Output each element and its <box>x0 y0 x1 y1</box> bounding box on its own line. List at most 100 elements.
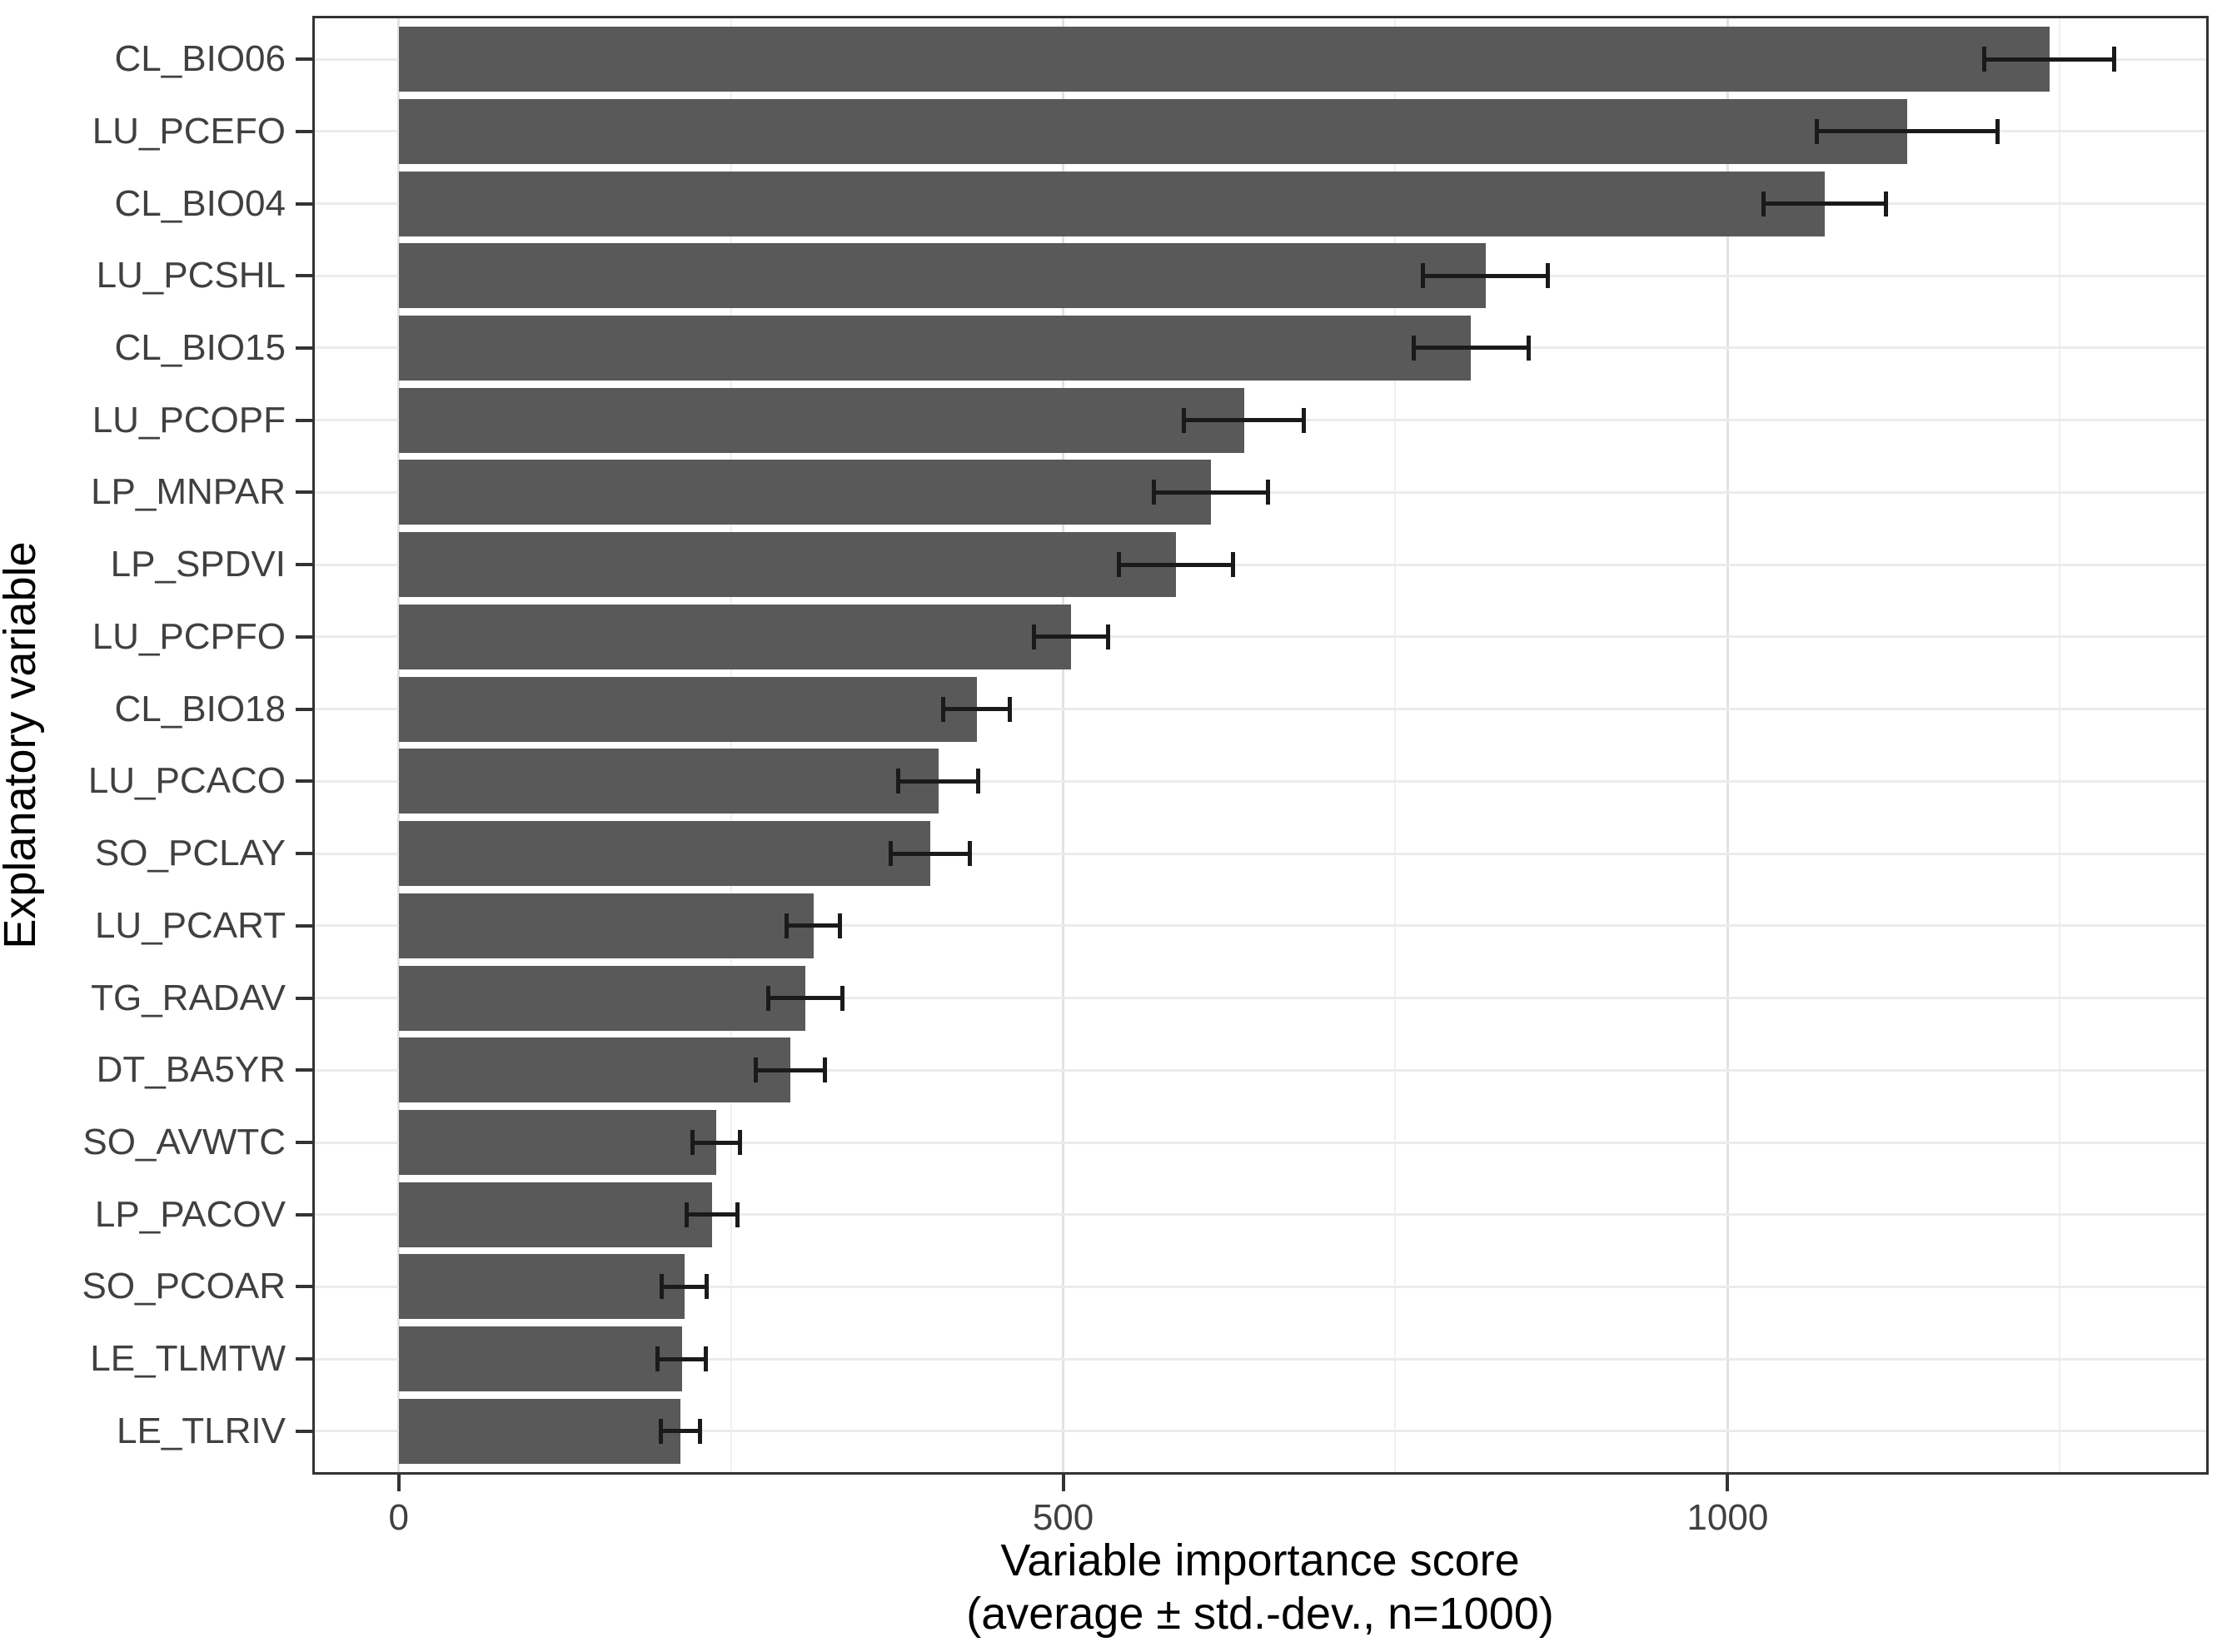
error-bar-LP_SPDVI <box>1118 562 1233 567</box>
y-tick-label: CL_BIO06 <box>114 38 286 80</box>
y-tick-label: LU_PCACO <box>87 760 286 802</box>
x-tick-label: 500 <box>1032 1497 1094 1538</box>
error-bar-LP_PACOV <box>686 1212 738 1217</box>
error-bar-cap-left <box>1151 480 1156 505</box>
y-axis-tick <box>296 346 312 350</box>
y-tick-label: CL_BIO04 <box>114 182 286 224</box>
y-tick-label: SO_PCLAY <box>94 833 286 874</box>
y-axis-tick <box>296 202 312 206</box>
error-bar-cap-left <box>754 1057 759 1083</box>
y-axis-tick <box>296 634 312 639</box>
error-bar-cap-left <box>660 1274 665 1300</box>
bar-LU_PCEFO <box>398 98 1907 164</box>
error-bar-cap-right <box>705 1274 710 1300</box>
row-gridline <box>312 1357 2209 1361</box>
bar-LP_MNPAR <box>398 460 1211 525</box>
error-bar-cap-right <box>698 1418 703 1444</box>
y-tick-label: LU_PCART <box>94 904 286 946</box>
y-axis-tick <box>296 1357 312 1361</box>
y-axis-tick <box>296 274 312 278</box>
y-tick-label: LP_SPDVI <box>110 544 286 585</box>
error-bar-cap-right <box>1883 191 1888 216</box>
bar-TG_RADAV <box>398 965 805 1031</box>
error-bar-CL_BIO04 <box>1763 202 1886 206</box>
error-bar-LU_PCPFO <box>1034 634 1109 639</box>
y-axis-tick <box>296 1068 312 1072</box>
error-bar-SO_AVWTC <box>692 1140 740 1145</box>
x-axis-tick <box>1061 1475 1065 1491</box>
row-gridline <box>312 1068 2209 1072</box>
bar-LU_PCSHL <box>398 243 1486 309</box>
x-axis-title-line1: Variable importance score <box>1000 1535 1520 1585</box>
error-bar-TG_RADAV <box>768 996 843 1001</box>
y-axis-tick <box>296 129 312 133</box>
y-axis-tick <box>296 563 312 567</box>
bar-CL_BIO15 <box>398 315 1472 381</box>
error-bar-LU_PCACO <box>898 779 979 784</box>
error-bar-LU_PCOPF <box>1183 418 1304 423</box>
gridline-minor <box>1394 16 1397 1475</box>
error-bar-cap-right <box>1231 552 1236 578</box>
error-bar-CL_BIO15 <box>1413 346 1529 351</box>
y-axis-tick <box>296 923 312 928</box>
row-gridline <box>312 1141 2209 1144</box>
y-axis-tick <box>296 779 312 784</box>
error-bar-cap-left <box>1814 118 1819 144</box>
error-bar-cap-left <box>765 985 770 1011</box>
error-bar-CL_BIO06 <box>1984 57 2115 62</box>
y-axis-tick <box>296 57 312 62</box>
y-tick-label: CL_BIO15 <box>114 326 286 368</box>
x-axis-title: Variable importance score (average ± std… <box>427 1534 2093 1640</box>
error-bar-cap-right <box>703 1346 708 1372</box>
x-axis-title-line2: (average ± std.-dev., n=1000) <box>966 1589 1554 1639</box>
error-bar-DT_BA5YR <box>755 1067 825 1072</box>
error-bar-LU_PCEFO <box>1816 129 1998 134</box>
gridline-major <box>397 16 401 1475</box>
row-gridline <box>312 1430 2209 1433</box>
error-bar-cap-right <box>1995 118 2000 144</box>
row-gridline <box>312 924 2209 928</box>
bar-LE_TLMTW <box>398 1326 682 1392</box>
y-axis-tick <box>296 418 312 422</box>
error-bar-CL_BIO18 <box>943 707 1010 712</box>
error-bar-cap-left <box>896 769 901 794</box>
error-bar-cap-left <box>655 1346 660 1372</box>
error-bar-cap-right <box>1106 624 1111 649</box>
error-bar-cap-right <box>1008 696 1013 722</box>
error-bar-cap-right <box>1265 480 1270 505</box>
y-axis-tick <box>296 1285 312 1289</box>
error-bar-cap-left <box>690 1130 695 1156</box>
error-bar-cap-left <box>1421 263 1426 289</box>
error-bar-SO_PCOAR <box>661 1284 707 1289</box>
y-axis-tick <box>296 852 312 856</box>
x-tick-label: 0 <box>388 1497 409 1538</box>
y-tick-label: LE_TLRIV <box>117 1410 286 1451</box>
row-gridline <box>312 1285 2209 1288</box>
error-bar-cap-left <box>1761 191 1766 216</box>
row-gridline <box>312 563 2209 566</box>
y-axis-tick <box>296 996 312 1000</box>
error-bar-LU_PCART <box>786 923 840 928</box>
error-bar-LP_MNPAR <box>1153 490 1268 495</box>
y-axis-tick <box>296 1429 312 1433</box>
gridline-major <box>1726 16 1729 1475</box>
bar-DT_BA5YR <box>398 1037 791 1103</box>
bar-LE_TLRIV <box>398 1398 680 1464</box>
y-tick-label: LU_PCEFO <box>92 110 286 152</box>
y-axis-tick <box>296 1212 312 1217</box>
y-tick-label: LU_PCPFO <box>92 615 286 657</box>
y-tick-label: SO_AVWTC <box>82 1122 286 1163</box>
row-gridline <box>312 635 2209 639</box>
error-bar-cap-right <box>975 769 980 794</box>
bar-LU_PCACO <box>398 749 939 814</box>
error-bar-LE_TLMTW <box>657 1356 706 1361</box>
bar-SO_PCOAR <box>398 1254 685 1320</box>
y-axis-tick <box>296 490 312 495</box>
error-bar-cap-left <box>1117 552 1122 578</box>
y-axis-title-text: Explanatory variable <box>0 541 45 949</box>
row-gridline <box>312 708 2209 711</box>
bar-LU_PCART <box>398 893 814 958</box>
error-bar-SO_PCLAY <box>890 851 970 856</box>
y-tick-label: SO_PCOAR <box>82 1266 286 1307</box>
